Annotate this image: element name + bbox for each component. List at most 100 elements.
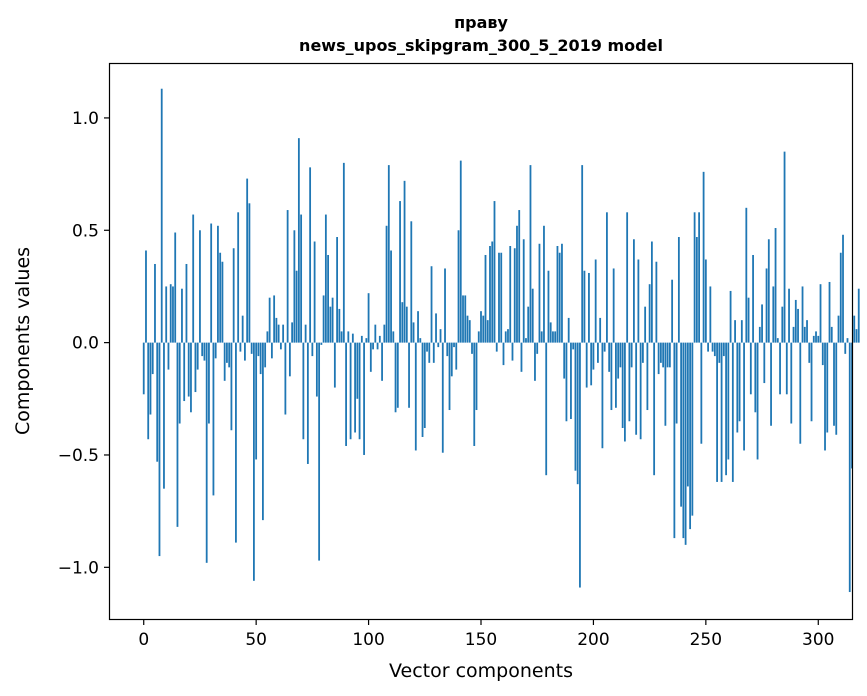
- bar: [677, 237, 680, 343]
- bar: [450, 342, 453, 377]
- bar: [659, 342, 662, 363]
- bar: [181, 288, 183, 343]
- bar: [808, 342, 811, 363]
- bar: [664, 342, 667, 426]
- bar: [491, 241, 494, 343]
- bar: [592, 342, 595, 370]
- bar: [653, 342, 656, 476]
- bar: [304, 324, 307, 343]
- bar: [221, 261, 224, 343]
- bar: [540, 331, 543, 343]
- bar: [639, 342, 642, 440]
- bar: [313, 241, 316, 343]
- bar: [149, 342, 152, 415]
- bar: [178, 342, 181, 424]
- bar: [473, 342, 476, 446]
- bar: [248, 203, 251, 343]
- bar: [174, 232, 177, 343]
- bar: [720, 342, 723, 482]
- bar: [493, 201, 496, 343]
- bar: [545, 342, 548, 476]
- bar: [734, 320, 736, 343]
- bar: [590, 342, 593, 386]
- bar: [828, 281, 831, 343]
- bar: [423, 342, 426, 428]
- bar: [680, 342, 683, 507]
- bar: [821, 342, 824, 366]
- bar: [763, 342, 766, 384]
- bar: [500, 252, 503, 343]
- bar: [147, 342, 150, 440]
- bar: [810, 342, 813, 422]
- bar: [846, 338, 849, 343]
- bar: [212, 342, 215, 496]
- bar: [156, 342, 159, 462]
- bar: [241, 315, 244, 343]
- bar: [565, 342, 568, 422]
- bar: [466, 315, 469, 343]
- bar: [572, 342, 575, 350]
- plot-frame: [108, 62, 854, 621]
- bar: [205, 342, 208, 563]
- bar: [722, 342, 725, 357]
- bar: [432, 342, 435, 363]
- bar: [812, 335, 815, 343]
- bar: [464, 295, 467, 343]
- bar-series: [142, 88, 860, 593]
- bar: [707, 342, 709, 352]
- bar: [378, 335, 381, 343]
- x-axis-label: Vector components: [389, 660, 573, 682]
- bar: [430, 266, 433, 343]
- bar: [794, 299, 797, 343]
- bar: [857, 288, 860, 343]
- bar: [583, 270, 586, 343]
- bar: [570, 342, 572, 420]
- bar: [581, 165, 584, 343]
- bar: [626, 212, 629, 343]
- bar: [612, 268, 615, 343]
- bar: [657, 342, 660, 375]
- bar: [196, 342, 199, 370]
- bar: [522, 239, 525, 343]
- bar: [192, 214, 195, 343]
- bar: [401, 302, 404, 343]
- bar: [471, 342, 473, 354]
- bar: [704, 259, 707, 343]
- bar: [214, 342, 217, 359]
- bar: [536, 342, 539, 354]
- bar: [277, 324, 280, 343]
- bar: [815, 331, 817, 343]
- bar: [633, 239, 635, 343]
- bar: [783, 151, 786, 343]
- bar: [426, 342, 428, 352]
- bar: [167, 342, 170, 370]
- bar: [410, 221, 413, 343]
- chart-title-line1: праву: [454, 13, 508, 32]
- bar: [826, 342, 829, 433]
- bar: [284, 342, 287, 415]
- bar: [253, 342, 255, 581]
- bar: [185, 263, 188, 343]
- bar: [736, 342, 739, 433]
- bar: [372, 342, 374, 350]
- bar: [208, 342, 210, 424]
- bar: [668, 342, 671, 368]
- bar: [392, 331, 395, 343]
- bar: [217, 225, 219, 343]
- bar: [648, 284, 651, 343]
- bar: [671, 279, 674, 343]
- bar: [448, 342, 451, 411]
- bar: [770, 342, 772, 426]
- bar: [327, 254, 329, 343]
- bar: [781, 306, 784, 343]
- bar: [444, 268, 446, 343]
- bar: [462, 295, 464, 343]
- bar: [419, 338, 422, 343]
- bar: [779, 342, 781, 395]
- bar: [297, 138, 300, 343]
- bar: [475, 342, 478, 411]
- bar: [855, 329, 858, 343]
- bar: [176, 342, 179, 527]
- bar: [275, 317, 278, 343]
- bar: [597, 342, 599, 363]
